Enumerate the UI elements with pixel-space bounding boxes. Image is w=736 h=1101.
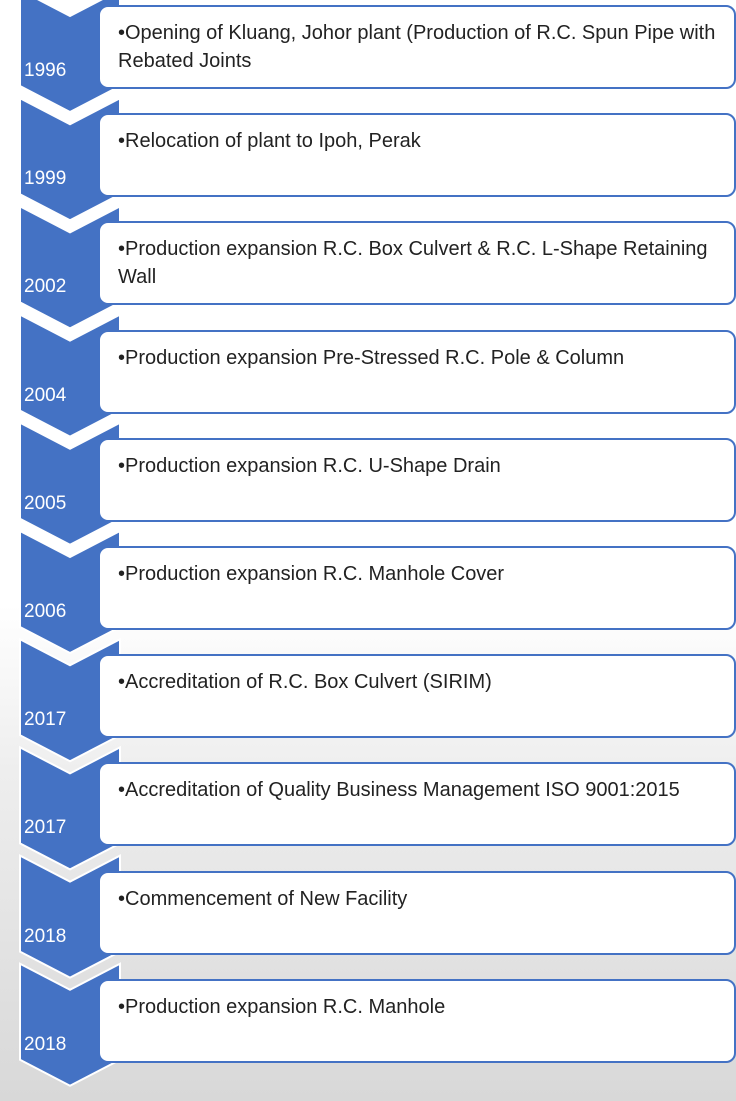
- year-label: 2004: [20, 385, 94, 407]
- year-label: 1996: [20, 60, 94, 82]
- timeline: •Opening of Kluang, Johor plant (Product…: [0, 0, 736, 1101]
- year-label: 2018: [20, 926, 94, 948]
- year-label: 2005: [20, 493, 94, 515]
- event-box: •Production expansion R.C. Manhole: [98, 979, 736, 1063]
- event-box: •Accreditation of R.C. Box Culvert (SIRI…: [98, 654, 736, 738]
- year-label: 1999: [20, 168, 94, 190]
- event-box: •Accreditation of Quality Business Manag…: [98, 762, 736, 846]
- year-label: 2006: [20, 601, 94, 623]
- event-box: •Relocation of plant to Ipoh, Perak: [98, 113, 736, 197]
- event-box: •Production expansion R.C. Manhole Cover: [98, 546, 736, 630]
- year-label: 2018: [20, 1034, 94, 1056]
- event-box: •Opening of Kluang, Johor plant (Product…: [98, 5, 736, 89]
- event-box: •Production expansion Pre-Stressed R.C. …: [98, 330, 736, 414]
- page: •Opening of Kluang, Johor plant (Product…: [0, 0, 736, 1101]
- event-box: •Commencement of New Facility: [98, 871, 736, 955]
- year-label: 2017: [20, 709, 94, 731]
- event-box: •Production expansion R.C. U-Shape Drain: [98, 438, 736, 522]
- year-label: 2002: [20, 276, 94, 298]
- event-box: •Production expansion R.C. Box Culvert &…: [98, 221, 736, 305]
- year-label: 2017: [20, 817, 94, 839]
